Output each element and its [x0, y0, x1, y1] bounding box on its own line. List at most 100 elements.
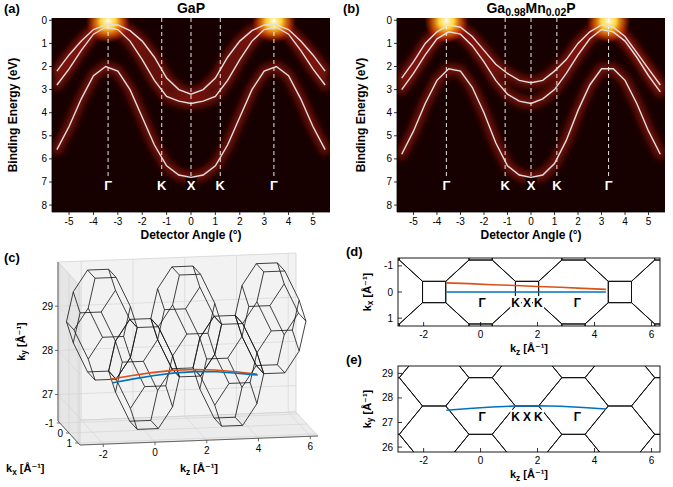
y-axis-line	[52, 18, 53, 212]
x-tick-label: 4	[286, 216, 292, 227]
x-tick	[537, 448, 538, 452]
y-tick-label: 27	[42, 389, 54, 400]
x-axis-line	[80, 436, 318, 445]
x-tick	[239, 212, 240, 215]
y-tick	[398, 447, 402, 448]
symmetry-label: Γ	[478, 296, 486, 310]
brillouin-zone	[66, 269, 137, 380]
symmetry-label: Γ	[442, 178, 450, 193]
label-patch	[477, 296, 487, 310]
panel-letter: (b)	[343, 1, 360, 16]
x-tick-label: 0	[478, 455, 484, 466]
x-tick-label: 5	[310, 216, 316, 227]
y-tick	[49, 205, 52, 206]
symmetry-label: K	[511, 410, 520, 424]
y-tick-label: 1	[386, 38, 392, 49]
panel-title: GaP	[177, 0, 205, 16]
arpes-background	[397, 18, 665, 212]
x-tick	[578, 212, 579, 215]
symmetry-label: Γ	[104, 178, 112, 193]
y-tick	[49, 135, 52, 136]
y-axis-title: ky [Å⁻¹]	[15, 322, 29, 361]
band-line	[57, 27, 325, 103]
x-tick	[155, 442, 156, 445]
x-tick	[625, 212, 626, 215]
x-tick	[601, 212, 602, 215]
k-path	[446, 291, 605, 293]
y-tick-label: 2	[386, 61, 392, 72]
brillouin-zones	[66, 263, 305, 430]
x-axis-title: kz [Å⁻¹]	[510, 342, 548, 357]
x-tick	[69, 212, 70, 215]
x-tick-label: 2	[237, 216, 243, 227]
x-tick-label: 6	[649, 329, 655, 340]
y-tick-label: 4	[41, 107, 47, 118]
label-patch	[604, 178, 614, 193]
symmetry-line	[556, 18, 557, 177]
x-axis-title: kz [Å⁻¹]	[180, 462, 218, 477]
band-line	[402, 30, 661, 104]
plot-frame	[398, 366, 660, 452]
brillouin-zones	[398, 258, 660, 326]
grid-line	[133, 259, 134, 418]
k-path	[446, 283, 605, 290]
symmetry-label: K	[511, 296, 520, 310]
label-patch	[510, 410, 521, 424]
y-tick	[49, 112, 52, 113]
y-tick	[398, 422, 402, 423]
y-tick-label: 29	[42, 301, 54, 312]
x-tick	[93, 212, 94, 215]
x-tick	[460, 212, 461, 215]
x-tick	[215, 212, 216, 215]
grid-line	[69, 274, 70, 433]
x-axis-title: Detector Angle (°)	[140, 228, 241, 242]
symmetry-label: Γ	[478, 410, 486, 424]
symmetry-line	[446, 18, 447, 177]
y-tick	[49, 43, 52, 44]
x-tick	[480, 448, 481, 452]
x-axis-title: Detector Angle (°)	[480, 228, 581, 242]
x-tick	[310, 436, 311, 439]
z-tick	[75, 443, 78, 444]
x-tick-label: 4	[256, 443, 262, 454]
y-axis-title: Binding Energy (eV)	[354, 58, 368, 173]
symmetry-line	[505, 18, 506, 177]
y-tick-label: 28	[42, 345, 54, 356]
y-tick	[394, 20, 397, 21]
brillouin-zones	[398, 366, 660, 452]
panel-letter: (c)	[4, 250, 20, 265]
y-tick-label: 6	[386, 153, 392, 164]
x-tick-label: 2	[204, 445, 210, 456]
symmetry-label: K	[157, 178, 167, 193]
label-patch	[533, 410, 544, 424]
y-axis-line	[58, 262, 59, 421]
symmetry-label: X	[527, 178, 536, 193]
plot-area	[397, 18, 665, 212]
y-tick	[49, 66, 52, 67]
y-tick-label: 4	[386, 107, 392, 118]
x-tick-label: 5	[646, 216, 652, 227]
y-tick	[398, 397, 402, 398]
x-tick	[117, 212, 118, 215]
grid-line	[236, 255, 237, 414]
x-tick	[651, 448, 652, 452]
y-tick	[55, 394, 58, 395]
annotations: ΓKXKΓ	[441, 178, 613, 193]
y-tick-label: 7	[386, 176, 392, 187]
label-patch	[477, 410, 487, 424]
x-tick	[191, 212, 192, 215]
symmetry-line	[608, 18, 609, 177]
label-patch	[499, 178, 511, 193]
y-tick-label: 2	[41, 61, 47, 72]
plot-background	[398, 366, 660, 452]
y-tick	[55, 306, 58, 307]
label-patch	[215, 178, 227, 193]
y-tick-label: 27	[382, 417, 394, 428]
label-patch	[186, 178, 197, 193]
annotations: ΓKXKΓ	[103, 178, 279, 193]
z-axis-title: kx [Å⁻¹]	[6, 462, 45, 477]
y-tick	[398, 292, 402, 293]
y-tick-label: 28	[382, 392, 394, 403]
annotations: ΓKXKΓ	[477, 410, 582, 424]
label-patch	[551, 178, 563, 193]
